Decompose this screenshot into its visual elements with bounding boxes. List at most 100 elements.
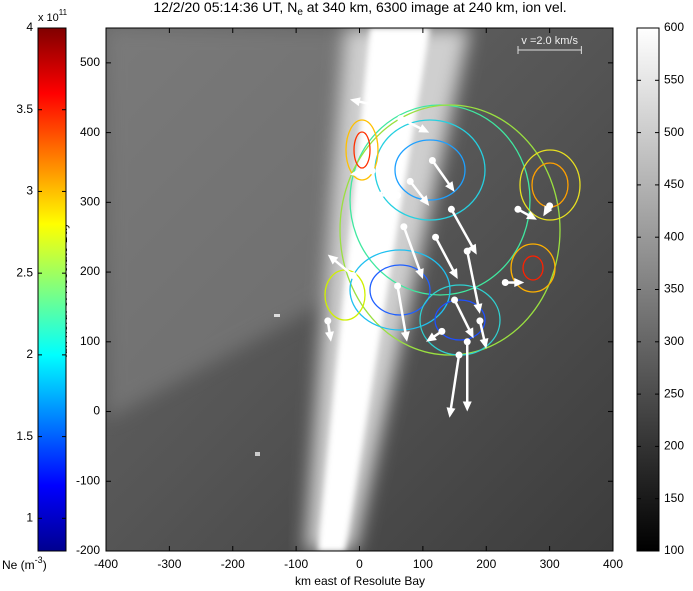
vector bbox=[501, 278, 525, 288]
colorbar-exponent: x 1011 bbox=[38, 8, 68, 24]
vector-shaft bbox=[449, 354, 461, 413]
colorbar-tick-label: 100 bbox=[664, 543, 684, 557]
vector-head bbox=[462, 401, 472, 412]
vector-head bbox=[419, 195, 430, 206]
y-tick-label: 0 bbox=[93, 404, 100, 418]
title-text: at 340 km, 6300 image at 240 km, ion vel… bbox=[303, 0, 567, 15]
y-tick-label: 100 bbox=[80, 334, 100, 348]
y-tick-label: -100 bbox=[76, 473, 100, 487]
title-text: 12/2/20 05:14:36 UT, N bbox=[153, 0, 297, 15]
colorbar-tick-label: 200 bbox=[664, 439, 684, 453]
vector-origin bbox=[514, 205, 522, 213]
contour bbox=[349, 249, 451, 331]
x-tick-label: 400 bbox=[603, 557, 623, 571]
vector-head bbox=[526, 211, 537, 220]
contour bbox=[345, 119, 379, 181]
colorbar-tick-label: 150 bbox=[664, 491, 684, 505]
vector-origin bbox=[438, 327, 446, 335]
vector bbox=[349, 167, 376, 178]
vector bbox=[514, 205, 537, 220]
colorbar-label-sup: -3 bbox=[35, 555, 43, 565]
vector-shaft bbox=[355, 99, 389, 110]
vector-shaft bbox=[402, 226, 422, 274]
y-tick-label: 200 bbox=[80, 264, 100, 278]
vector-head bbox=[467, 243, 477, 255]
vector-origin bbox=[476, 317, 484, 325]
image-spot bbox=[255, 452, 260, 456]
x-tick-label: -300 bbox=[157, 557, 181, 571]
vector bbox=[451, 296, 474, 339]
y-tick-label: 500 bbox=[80, 55, 100, 69]
contour bbox=[434, 299, 486, 341]
vector-shaft bbox=[450, 208, 475, 251]
vector-head bbox=[426, 332, 437, 342]
x-tick-label: 300 bbox=[540, 557, 560, 571]
contour bbox=[369, 264, 431, 316]
vector-origin bbox=[428, 156, 436, 164]
contour bbox=[522, 255, 544, 281]
vector-origin bbox=[384, 104, 392, 112]
vector-origin bbox=[463, 247, 471, 255]
airglow-image bbox=[106, 28, 613, 551]
title-subscript: e bbox=[297, 7, 303, 18]
vector bbox=[476, 317, 489, 349]
vector-head bbox=[449, 268, 458, 280]
vector-head bbox=[473, 303, 483, 314]
vector-head bbox=[400, 331, 410, 342]
colorbar-tick-label: 250 bbox=[664, 386, 684, 400]
vector bbox=[394, 282, 410, 342]
x-tick-label: -400 bbox=[94, 557, 118, 571]
colorbar bbox=[37, 27, 67, 552]
chart-title: 12/2/20 05:14:36 UT, Ne at 340 km, 6300 … bbox=[153, 0, 566, 18]
vector-head bbox=[349, 168, 361, 178]
y-tick-label: 400 bbox=[80, 125, 100, 139]
colorbar-tick-label: 2 bbox=[26, 347, 33, 361]
vector bbox=[447, 205, 477, 255]
vector-origin bbox=[397, 115, 405, 123]
colorbar-tick-label: 2.5 bbox=[16, 265, 33, 279]
y-tick-label: 300 bbox=[80, 195, 100, 209]
vector-shaft bbox=[400, 117, 425, 132]
vector bbox=[462, 338, 472, 412]
vector-head bbox=[418, 124, 430, 133]
vector bbox=[446, 351, 463, 418]
vector-origin bbox=[394, 282, 402, 290]
vector-head bbox=[543, 205, 553, 217]
vector bbox=[349, 97, 392, 112]
colorbar-tick-label: 400 bbox=[664, 229, 684, 243]
vector-head bbox=[479, 338, 489, 349]
image-glow bbox=[106, 28, 380, 420]
vector-origin bbox=[451, 296, 459, 304]
x-tick-label: 0 bbox=[356, 557, 363, 571]
vector-head bbox=[415, 268, 424, 280]
image-spot bbox=[274, 314, 280, 317]
colorbar-tick-label: 500 bbox=[664, 125, 684, 139]
vector-shaft bbox=[434, 236, 457, 275]
vector-head bbox=[349, 97, 361, 107]
vector-origin bbox=[447, 205, 455, 213]
colorbar-label: Ne (m-3) bbox=[2, 555, 47, 572]
vector bbox=[397, 115, 430, 133]
vector-head bbox=[372, 190, 383, 200]
vector-shaft bbox=[431, 159, 453, 188]
vector-origin bbox=[455, 351, 463, 359]
vector-origin bbox=[349, 272, 357, 280]
contour bbox=[519, 149, 581, 221]
vector-shaft bbox=[396, 285, 408, 337]
vector bbox=[327, 254, 357, 280]
vector bbox=[463, 247, 483, 314]
x-tick-label: 100 bbox=[413, 557, 433, 571]
contour bbox=[510, 243, 556, 293]
colorbar-tick-label: 600 bbox=[664, 20, 684, 34]
x-tick-label: -200 bbox=[221, 557, 245, 571]
vector bbox=[543, 202, 554, 217]
vector-origin bbox=[432, 233, 440, 241]
vector-origin bbox=[368, 167, 376, 175]
colorbar-label-text: Ne (m bbox=[2, 558, 35, 572]
contour bbox=[339, 104, 561, 356]
exponent-base: x 10 bbox=[38, 12, 59, 24]
contour bbox=[353, 131, 371, 169]
vector-shaft bbox=[466, 250, 480, 309]
vector bbox=[426, 327, 446, 342]
